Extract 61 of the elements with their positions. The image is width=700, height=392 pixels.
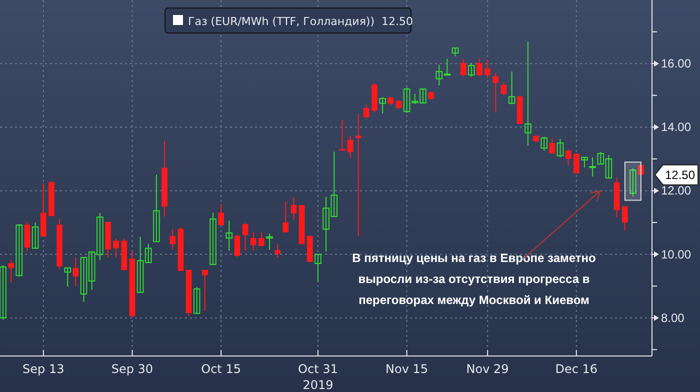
candlestick (24, 221, 30, 252)
candlestick (508, 71, 516, 105)
candlestick (40, 182, 46, 237)
candlestick (210, 212, 216, 265)
candlestick (556, 138, 564, 158)
x-tick-label: Oct 31 (298, 362, 338, 376)
candlestick (364, 104, 370, 119)
text: 2019 (302, 378, 334, 392)
candlestick (153, 174, 160, 242)
candlestick (540, 136, 548, 152)
text: Газ (EUR/MWh (TTF, Голландия)) 12.50 (188, 15, 414, 28)
candlestick (8, 260, 14, 284)
candlestick (379, 96, 386, 114)
candlestick (484, 59, 490, 79)
candlestick (64, 267, 72, 288)
x-tick-label: Oct 15 (201, 362, 241, 376)
candlestick (622, 206, 628, 232)
candlestick (234, 234, 240, 258)
candlestick (258, 232, 264, 247)
candlestick (589, 156, 596, 177)
candlestick (282, 201, 289, 233)
candlestick (32, 222, 39, 249)
candlestick (500, 82, 507, 96)
candlestick (630, 168, 636, 197)
candlestick (193, 286, 200, 314)
candlestick (202, 269, 208, 312)
candlestick (524, 41, 532, 146)
candlestick (0, 264, 6, 320)
candlestick (549, 138, 556, 154)
y-tick-label: 16.00 (661, 56, 692, 71)
candlestick (355, 113, 362, 236)
candlestick (460, 58, 466, 78)
candlestick (565, 148, 572, 166)
candlestick (218, 204, 224, 226)
y-tick-label: 8.00 (661, 310, 685, 325)
x-tick-label: Nov 29 (466, 362, 509, 376)
candlestick (347, 135, 354, 159)
x-tick-label: Sep 30 (111, 362, 154, 376)
candlestick (476, 58, 482, 76)
candlestick (468, 62, 475, 78)
candlestick (16, 224, 23, 278)
text: 12.50 (665, 168, 696, 182)
candlestick (274, 244, 280, 258)
candlestick (290, 196, 297, 220)
candlestick (250, 232, 256, 252)
x-tick-label: Dec 16 (555, 362, 598, 376)
y-tick-label: 10.00 (661, 247, 692, 262)
candlestick (314, 254, 322, 282)
candlestick (170, 228, 176, 250)
candlestick (492, 72, 499, 113)
annotation: В пятницу цены на газ в Европе заметно выросли из-за отсутствия прогресса в переговорах между Москвой и Киевом (352, 251, 596, 307)
y-tick-label: 14.00 (661, 120, 692, 134)
candlestick (266, 233, 273, 250)
candlestick (226, 220, 233, 252)
candlestick (72, 256, 79, 287)
candlestick (581, 156, 588, 168)
x-tick-label: Nov 15 (386, 362, 428, 376)
candlestick (242, 222, 248, 252)
y-tick-label: 12.00 (661, 184, 692, 198)
x-tick-label: Sep 13 (22, 362, 64, 376)
candlestick (113, 238, 119, 258)
